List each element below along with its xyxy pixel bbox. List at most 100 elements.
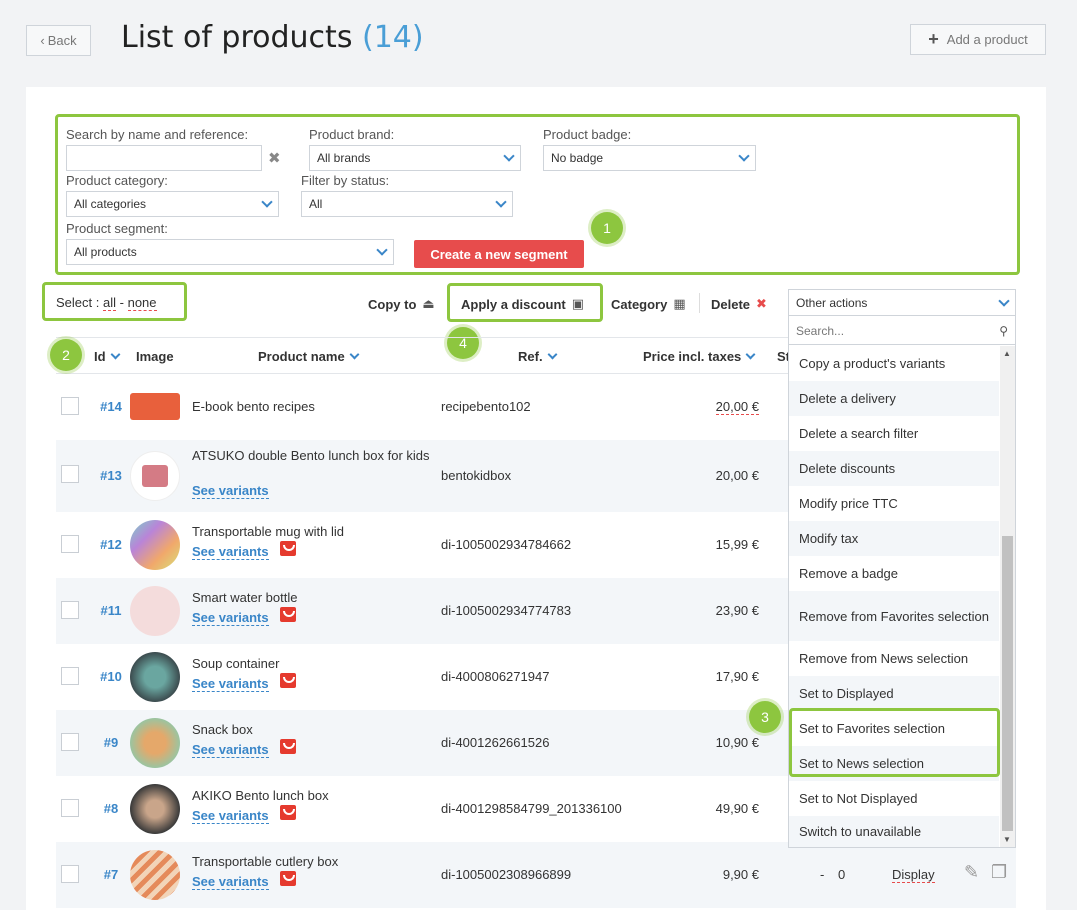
set-selection-highlight — [789, 708, 1000, 777]
chevron-left-icon: ‹ — [40, 33, 45, 48]
duplicate-icon[interactable]: ❐ — [991, 862, 1008, 882]
product-price[interactable]: 49,90 € — [715, 801, 759, 816]
status-select[interactable]: All — [301, 191, 513, 217]
edit-icon[interactable]: ✎ — [964, 862, 980, 882]
aliexpress-icon — [280, 607, 296, 622]
row-id[interactable]: #13 — [100, 468, 122, 483]
product-name: Transportable mug with lid — [192, 524, 344, 539]
add-product-button[interactable]: + Add a product — [910, 24, 1046, 55]
clear-search-icon[interactable]: ✖ — [268, 150, 281, 167]
product-image — [130, 652, 180, 702]
col-image: Image — [136, 349, 174, 364]
product-price[interactable]: 20,00 € — [715, 468, 759, 483]
table-row[interactable]: #10 Soup container See variants di-40008… — [56, 644, 1016, 710]
dropdown-item[interactable]: Delete a delivery — [789, 381, 999, 416]
dropdown-item[interactable]: Remove a badge — [799, 566, 899, 581]
see-variants-link[interactable]: See variants — [192, 610, 269, 626]
col-stock[interactable]: St — [777, 349, 790, 364]
product-ref: di-4001298584799_201336100 — [441, 801, 622, 816]
row-checkbox[interactable] — [61, 397, 79, 415]
dropdown-item[interactable]: Copy a product's variants — [799, 356, 946, 371]
row-checkbox[interactable] — [61, 865, 79, 883]
category-button[interactable]: Category ▦ — [611, 296, 686, 312]
row-checkbox[interactable] — [61, 535, 79, 553]
product-image — [130, 393, 180, 420]
table-row[interactable]: #7 Transportable cutlery box See variant… — [56, 842, 1016, 908]
aliexpress-icon — [280, 805, 296, 820]
product-image — [130, 520, 180, 570]
dropdown-item[interactable]: Modify price TTC — [799, 496, 898, 511]
col-price[interactable]: Price incl. taxes — [643, 349, 756, 364]
dropdown-item[interactable]: Remove from Favorites selection — [789, 591, 999, 641]
stock-value: - — [820, 867, 825, 882]
row-checkbox[interactable] — [61, 465, 79, 483]
product-name: Snack box — [192, 722, 253, 737]
table-row[interactable]: #12 Transportable mug with lid See varia… — [56, 512, 1016, 578]
dropdown-item[interactable]: Set to Not Displayed — [799, 791, 918, 806]
filters-highlight — [55, 114, 1020, 275]
category-select[interactable]: All categories — [66, 191, 279, 217]
row-checkbox[interactable] — [61, 601, 79, 619]
product-count: (14) — [362, 20, 424, 55]
dropdown-item[interactable]: Delete a search filter — [799, 426, 919, 441]
row-id[interactable]: #10 — [100, 669, 122, 684]
product-price[interactable]: 20,00 € — [715, 399, 759, 415]
callout-3: 3 — [749, 701, 781, 733]
row-id[interactable]: #14 — [100, 399, 122, 414]
see-variants-link[interactable]: See variants — [192, 874, 269, 890]
table-row[interactable]: #8 AKIKO Bento lunch box See variants di… — [56, 776, 1016, 842]
product-price[interactable]: 17,90 € — [715, 669, 759, 684]
brand-select[interactable]: All brands — [309, 145, 521, 171]
row-id[interactable]: #7 — [103, 867, 119, 882]
badge-select[interactable]: No badge — [543, 145, 756, 171]
row-checkbox[interactable] — [61, 799, 79, 817]
search-input[interactable] — [66, 145, 262, 171]
other-actions-select[interactable]: Other actions — [789, 290, 1015, 316]
see-variants-link[interactable]: See variants — [192, 676, 269, 692]
see-variants-link[interactable]: See variants — [192, 808, 269, 824]
delete-icon: ✖ — [756, 296, 767, 311]
dropdown-item[interactable]: Set to Displayed — [789, 676, 999, 711]
product-image — [130, 451, 180, 501]
dropdown-item[interactable]: Remove from News selection — [799, 651, 969, 666]
see-variants-link[interactable]: See variants — [192, 483, 269, 499]
scroll-up-icon[interactable]: ▲ — [1003, 349, 1011, 358]
scroll-down-icon[interactable]: ▼ — [1003, 835, 1011, 844]
row-id[interactable]: #9 — [103, 735, 119, 750]
back-button[interactable]: ‹ Back — [26, 25, 91, 56]
row-id[interactable]: #8 — [103, 801, 119, 816]
row-checkbox[interactable] — [61, 733, 79, 751]
product-name: Transportable cutlery box — [192, 854, 339, 869]
status-toggle[interactable]: Display — [892, 867, 935, 883]
search-icon: ⚲ — [999, 323, 1008, 338]
select-all-link[interactable]: all — [102, 295, 116, 311]
see-variants-link[interactable]: See variants — [192, 742, 269, 758]
scrollbar-thumb[interactable] — [1002, 536, 1013, 831]
product-ref: bentokidbox — [441, 468, 512, 483]
dropdown-search-input[interactable]: Search... ⚲ — [789, 317, 1015, 345]
delete-button[interactable]: Delete ✖ — [711, 296, 767, 312]
col-id[interactable]: Id — [94, 349, 121, 364]
aliexpress-icon — [280, 673, 296, 688]
row-checkbox[interactable] — [61, 667, 79, 685]
dropdown-item[interactable]: Delete discounts — [789, 451, 999, 486]
dropdown-item-favorites[interactable]: Set to Favorites selection — [799, 721, 945, 736]
product-price[interactable]: 9,90 € — [722, 867, 759, 882]
dropdown-item[interactable]: Modify tax — [789, 521, 999, 556]
dropdown-scrollbar[interactable]: ▲ ▼ — [1000, 346, 1015, 847]
col-product-name[interactable]: Product name — [258, 349, 360, 364]
product-price[interactable]: 10,90 € — [715, 735, 759, 750]
row-id[interactable]: #11 — [100, 603, 122, 618]
dropdown-item[interactable]: Switch to unavailable — [789, 816, 999, 847]
table-row[interactable]: #14 E-book bento recipes recipebento102 … — [56, 374, 1016, 440]
copy-to-button[interactable]: Copy to ⏏ — [368, 296, 435, 312]
apply-discount-button[interactable]: Apply a discount ▣ — [461, 296, 585, 312]
product-price[interactable]: 23,90 € — [715, 603, 759, 618]
create-segment-button[interactable]: Create a new segment — [414, 240, 584, 268]
row-id[interactable]: #12 — [100, 537, 122, 552]
select-none-link[interactable]: none — [127, 295, 157, 311]
see-variants-link[interactable]: See variants — [192, 544, 269, 560]
col-ref[interactable]: Ref. — [518, 349, 558, 364]
product-price[interactable]: 15,99 € — [715, 537, 759, 552]
segment-select[interactable]: All products — [66, 239, 394, 265]
